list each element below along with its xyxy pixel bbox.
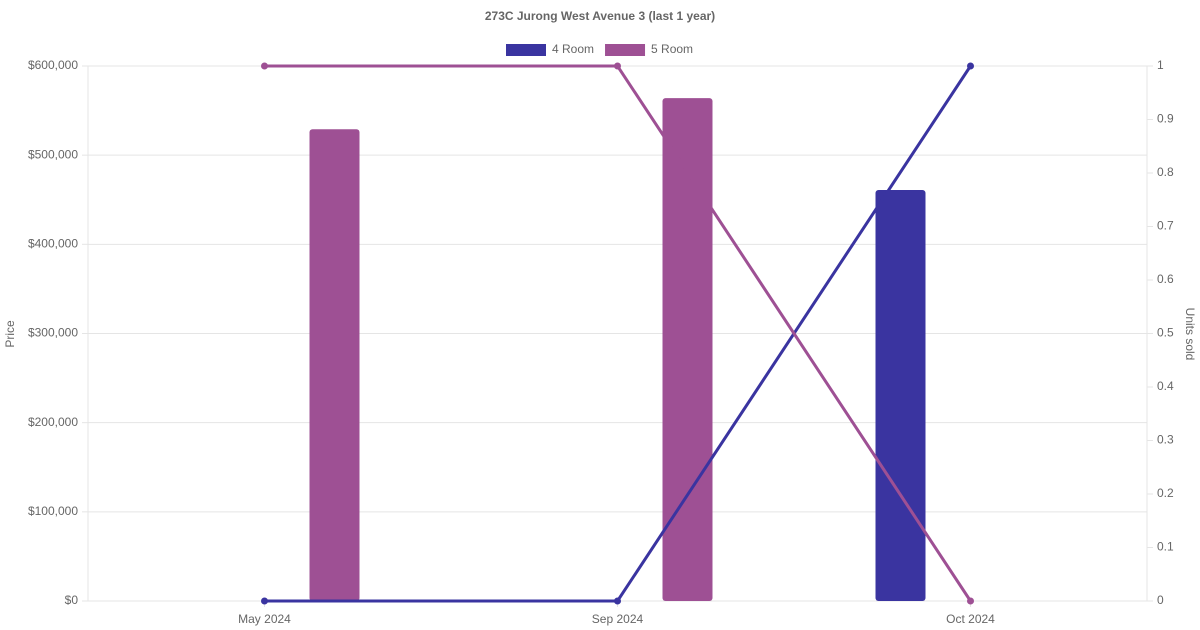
bar: [875, 189, 926, 602]
point: [261, 597, 268, 605]
y-tick-label: $200,000: [28, 415, 78, 429]
legend-swatch: [506, 44, 546, 56]
point: [614, 62, 621, 70]
y-tick-label: $600,000: [28, 58, 78, 72]
y2-tick-label: 0.5: [1157, 326, 1174, 340]
point: [261, 62, 268, 70]
y2-tick-label: 0.8: [1157, 165, 1174, 179]
y2-axis-title: Units sold: [1183, 308, 1197, 361]
y2-tick-label: 0: [1157, 593, 1164, 607]
y-tick-label: $500,000: [28, 147, 78, 161]
legend-label: 4 Room: [552, 42, 594, 56]
y-tick-label: $400,000: [28, 237, 78, 251]
y-axis-title: Price: [3, 320, 17, 348]
bar: [309, 129, 360, 601]
y2-tick-label: 1: [1157, 58, 1164, 72]
chart-title: 273C Jurong West Avenue 3 (last 1 year): [485, 9, 715, 23]
y-tick-label: $300,000: [28, 326, 78, 340]
x-tick-label: May 2024: [238, 612, 291, 626]
y2-tick-label: 0.6: [1157, 272, 1174, 286]
point: [967, 62, 974, 70]
y-tick-label: $100,000: [28, 504, 78, 518]
legend-swatch: [605, 44, 646, 56]
y2-tick-label: 0.7: [1157, 219, 1174, 233]
legend-label: 5 Room: [651, 42, 693, 56]
y2-tick-label: 0.4: [1157, 379, 1174, 393]
y2-tick-label: 0.1: [1157, 540, 1174, 554]
y2-tick-label: 0.9: [1157, 112, 1174, 126]
x-tick-label: Sep 2024: [592, 612, 644, 626]
point: [967, 597, 974, 605]
y2-tick-label: 0.3: [1157, 433, 1174, 447]
point: [614, 597, 621, 605]
x-tick-label: Oct 2024: [946, 612, 995, 626]
y2-tick-label: 0.2: [1157, 486, 1174, 500]
y-tick-label: $0: [65, 593, 79, 607]
